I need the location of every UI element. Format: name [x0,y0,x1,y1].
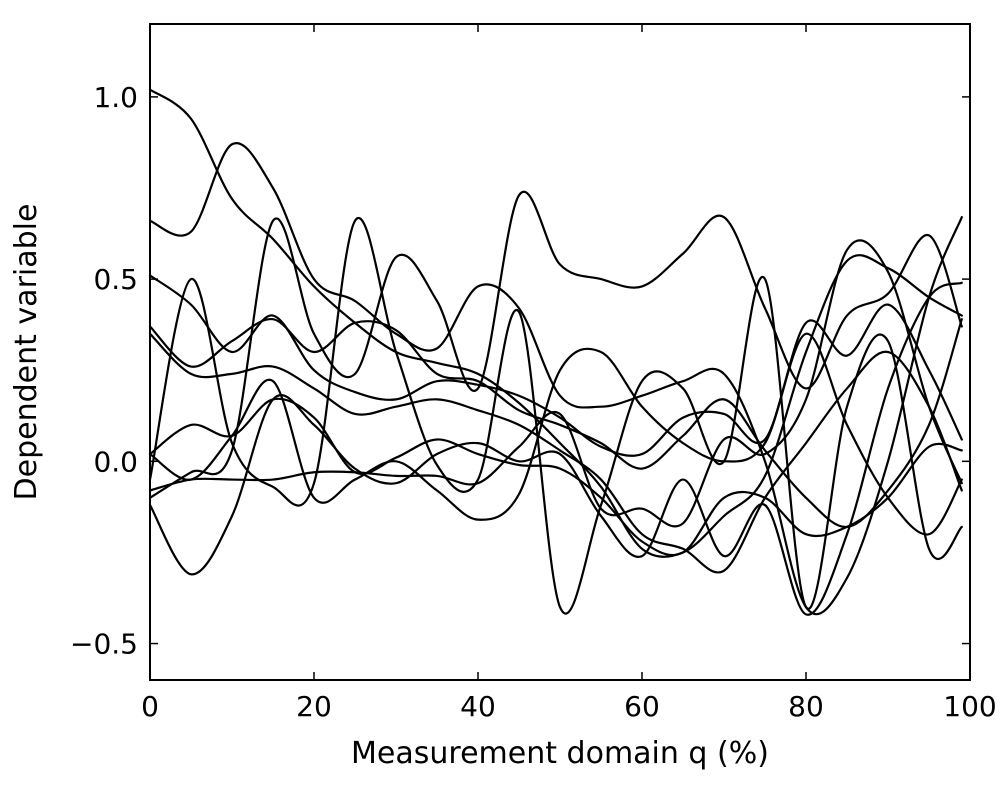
y-axis-label: Dependent variable [9,204,44,501]
x-ticks: 0 20 40 60 80 100 [141,24,997,723]
y-tick-label-4: 1.0 [93,81,138,114]
x-axis-label: Measurement domain q (%) [351,736,769,771]
y-tick-label-1: −0.5 [70,628,138,661]
series-line-3 [148,318,963,529]
series-line-6 [148,332,963,536]
x-tick-label-1: 0 [141,690,159,723]
x-tick-label-6: 100 [943,690,996,723]
series-lines [148,88,963,616]
series-line-7 [148,281,963,616]
series-line-11 [148,239,963,528]
x-tick-label-5: 80 [788,690,824,723]
series-line-2 [148,142,963,616]
y-tick-label-3: 0.5 [93,263,138,296]
series-line-5 [148,332,963,574]
series-line-9 [148,190,963,499]
y-ticks: −0.5 0.0 0.5 1.0 [70,81,970,661]
x-tick-label-3: 40 [460,690,496,723]
x-tick-label-2: 20 [296,690,332,723]
plot-frame [149,23,971,681]
series-line-8 [148,397,963,557]
series-line-1 [148,88,963,558]
y-tick-label-2: 0.0 [93,445,138,478]
series-line-4 [148,274,963,457]
series-line-10 [148,216,963,615]
x-tick-label-4: 60 [624,690,660,723]
